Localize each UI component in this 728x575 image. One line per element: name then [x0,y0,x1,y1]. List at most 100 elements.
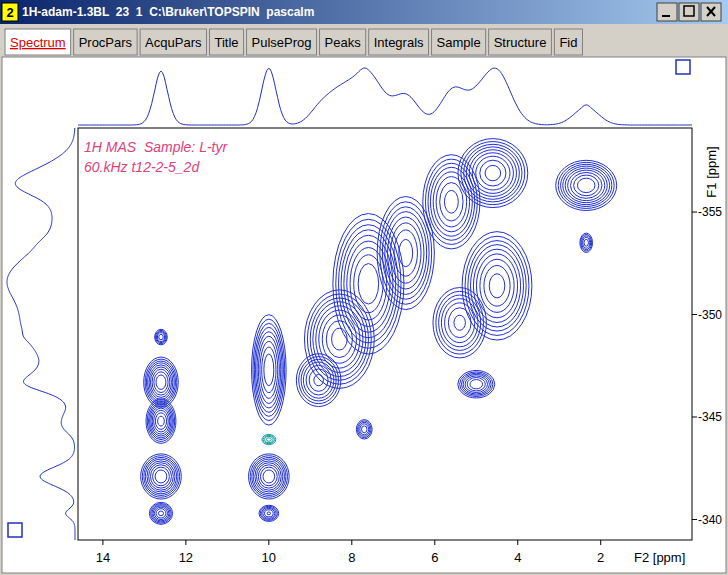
contour-ring [150,465,171,488]
contour-ring [296,354,341,407]
window-bg [0,0,728,575]
contour-ring [141,454,182,499]
contour-ring [580,233,593,252]
contour-ring [347,241,390,326]
contour-ring [149,365,173,400]
tab[interactable]: AcquPars [140,29,206,55]
contour-ring [394,230,417,276]
contour-ring [468,241,526,332]
contour-ring [428,163,475,240]
contour-ring [260,506,277,520]
contour-ring [461,373,491,395]
contour-ring [301,359,336,401]
contour-ring [319,310,360,368]
y-tick [692,519,697,520]
tab-face [320,29,366,55]
tab[interactable]: Integrals [369,29,429,55]
contour-ring [142,456,179,497]
tab[interactable]: ProcPars [74,29,137,55]
contour-ring [561,164,612,206]
plot-frame [78,128,692,540]
contour-ring [358,264,378,304]
contour-ring [433,172,469,232]
x-tick-label: 8 [348,550,355,565]
x-tick [102,540,103,545]
window-number-box [2,3,18,21]
contour-ring [556,160,617,210]
contour-ring [439,295,481,350]
contour-ring [458,371,495,398]
contour-ring [462,232,532,340]
contour-ring [258,336,279,403]
contour-ring [303,362,333,398]
title-bar [0,0,728,24]
contour-ring [147,401,174,442]
contour-ring [264,354,274,386]
contour-ring [262,507,277,519]
contour-ring [156,330,167,343]
tab[interactable]: Peaks [320,29,366,55]
contour-ring [465,376,487,393]
window-button[interactable] [657,3,677,21]
contour-ring [463,374,489,394]
contour-ring [265,436,273,442]
y-tick-label: -345 [698,410,722,424]
tab[interactable]: PulseProg [247,29,317,55]
tab[interactable]: Title [209,29,243,55]
x-tick-label: 14 [96,550,110,565]
contour-ring [158,416,165,426]
tab-label: Integrals [374,35,424,50]
window-button[interactable] [679,3,699,21]
x-tick [185,540,186,545]
contour-ring [430,167,472,236]
tab-face [5,29,71,55]
x-tick [517,540,518,545]
contour-ring [584,239,588,246]
window-button[interactable] [701,3,721,21]
contours [141,139,617,525]
contour-ring [144,357,179,407]
tab-face [140,29,206,55]
corner-square[interactable] [676,60,690,74]
contour-ring [149,463,174,490]
y-tick-label: -350 [698,308,722,322]
contour-ring [309,369,328,391]
contour-ring [155,329,168,345]
tab[interactable]: Fid [554,29,582,55]
contour-ring [480,259,514,312]
contour-ring [436,177,467,227]
contour-ring [265,510,274,517]
contour-ring [252,457,286,495]
contour-ring [433,288,486,358]
contour-ring [152,369,170,395]
tab[interactable]: Sample [432,29,486,55]
contour-ring [568,170,605,201]
tab-label: PulseProg [252,35,312,50]
contour-ring [152,505,170,522]
tab[interactable]: Spectrum [5,29,71,55]
contour-ring [150,367,171,398]
contour-ring [147,461,175,492]
x-tick-label: 2 [597,550,604,565]
contour-ring [485,165,501,180]
contour-ring [461,142,525,205]
corner-square[interactable] [8,523,22,537]
tab[interactable]: Structure [489,29,552,55]
contour-ring [460,372,493,397]
contour-ring [249,454,290,499]
contour-ring [266,438,271,442]
tab-label: Structure [494,35,547,50]
window-title: 1H-adam-1.3BL 23 1 C:\Bruker\TOPSPIN pas… [22,5,314,19]
contour-ring [473,249,520,322]
contour-ring [444,190,458,213]
tab-label: AcquPars [145,35,202,50]
tab-label: Fid [559,35,577,50]
contour-ring [563,166,610,205]
contour-ring [153,506,169,521]
contour-ring [354,255,383,313]
contour-ring [344,235,393,332]
contour-ring [260,341,278,398]
tab-face [369,29,429,55]
contour-ring [154,410,169,432]
close-icon [707,7,715,16]
